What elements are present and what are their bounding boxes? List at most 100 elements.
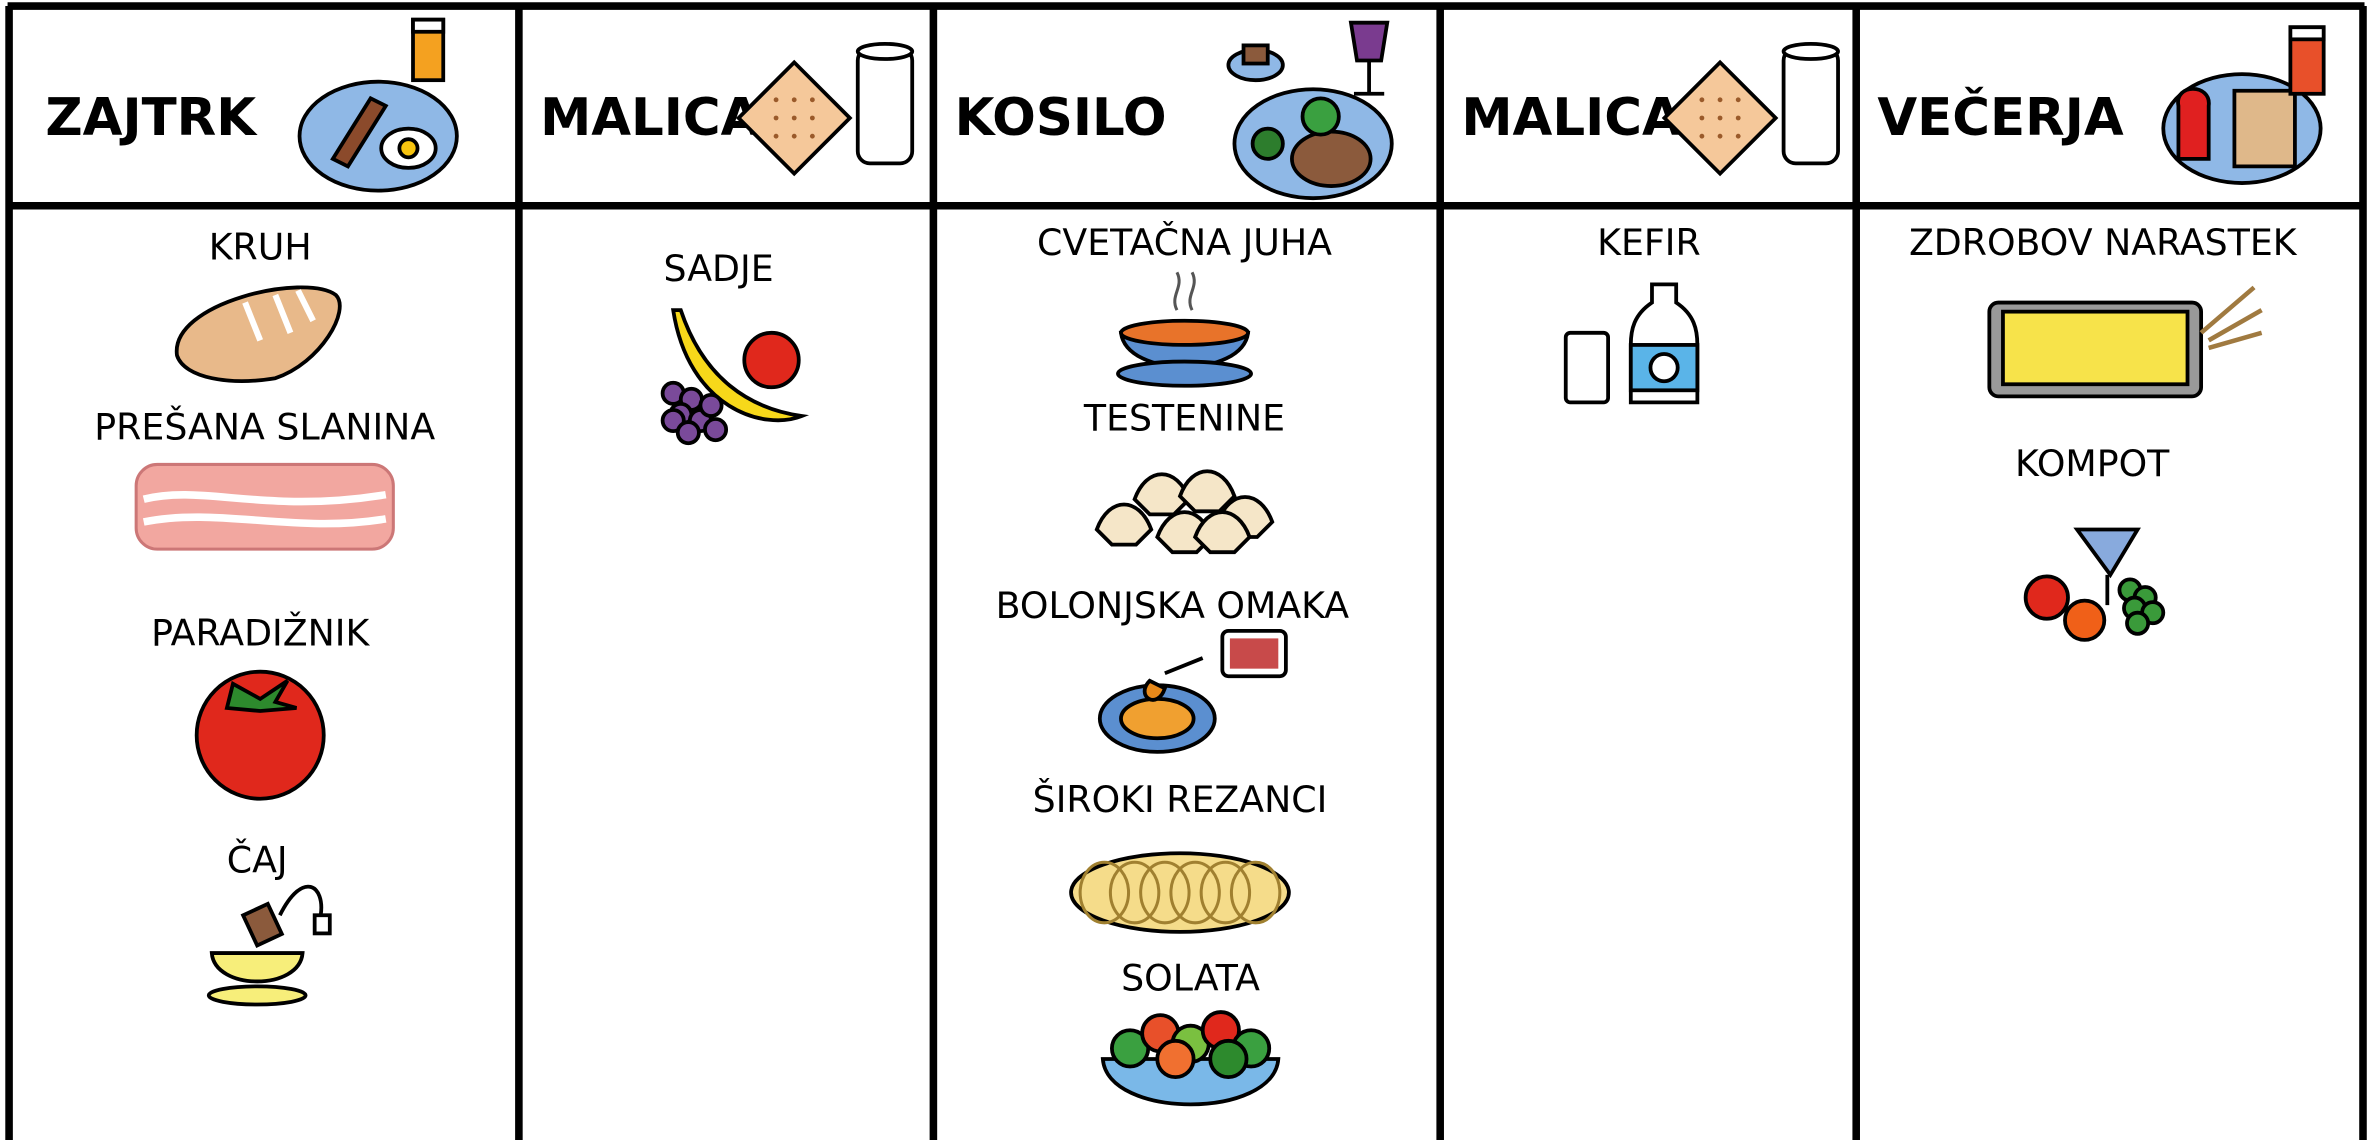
icon-part bbox=[1094, 502, 1154, 547]
icon-part bbox=[1241, 43, 1270, 66]
icon-part bbox=[670, 308, 810, 423]
item-icon bbox=[1094, 469, 1275, 555]
icon-part bbox=[2063, 598, 2107, 642]
item-icon bbox=[134, 462, 395, 551]
icon-part bbox=[1069, 851, 1291, 934]
icon-part bbox=[1699, 97, 1705, 103]
plate-icon bbox=[2161, 72, 2323, 185]
icon-part bbox=[1142, 678, 1168, 702]
item-label: ZDROBOV NARASTEK bbox=[1909, 221, 2298, 264]
icon-part bbox=[411, 17, 446, 34]
icon-part bbox=[1116, 359, 1253, 388]
icon-part bbox=[1717, 133, 1723, 139]
icon-part bbox=[1164, 656, 1204, 675]
item-label: KEFIR bbox=[1597, 221, 1701, 264]
item-icon bbox=[1097, 628, 1288, 754]
icon-part bbox=[809, 97, 815, 103]
item-label: PREŠANA SLANINA bbox=[94, 406, 435, 449]
column-title: VEČERJA bbox=[1877, 86, 2124, 148]
plate-icon bbox=[297, 79, 459, 193]
icon-part bbox=[397, 137, 420, 160]
icon-part bbox=[134, 462, 395, 551]
item-label: SADJE bbox=[664, 247, 774, 290]
item-label: BOLONJSKA OMAKA bbox=[996, 584, 1350, 627]
item-label: ŠIROKI REZANCI bbox=[1033, 778, 1328, 821]
icon-part bbox=[698, 392, 724, 418]
icon-part bbox=[2232, 88, 2297, 169]
icon-part bbox=[742, 330, 801, 390]
icon-part bbox=[1119, 697, 1196, 741]
icon-part bbox=[773, 97, 779, 103]
icon-part bbox=[2199, 285, 2263, 351]
icon-part bbox=[2001, 309, 2190, 387]
icon-part bbox=[773, 133, 779, 139]
glass-icon bbox=[855, 41, 915, 166]
icon-part bbox=[1208, 1038, 1249, 1080]
item-icon bbox=[1987, 285, 2263, 399]
icon-part bbox=[1078, 860, 1131, 925]
icon-part bbox=[855, 46, 915, 166]
icon-part bbox=[1699, 115, 1705, 121]
icon-part bbox=[330, 95, 389, 169]
icon-part bbox=[675, 420, 701, 446]
icon-part bbox=[1781, 46, 1840, 166]
item-label: KOMPOT bbox=[2015, 442, 2170, 485]
icon-part bbox=[1290, 129, 1373, 188]
icon-part bbox=[1735, 133, 1741, 139]
icon-part bbox=[312, 913, 332, 936]
icon-part bbox=[773, 115, 779, 121]
icon-part bbox=[791, 97, 797, 103]
item-icon bbox=[1100, 1010, 1281, 1107]
icon-part bbox=[297, 79, 459, 193]
icon-part bbox=[1717, 115, 1723, 121]
icon-part bbox=[1229, 638, 1279, 669]
icon-part bbox=[1699, 133, 1705, 139]
icon-part bbox=[1735, 97, 1741, 103]
item-icon bbox=[194, 669, 326, 801]
icon-part bbox=[1132, 472, 1192, 517]
icon-part bbox=[1563, 330, 1610, 405]
icon-part bbox=[278, 884, 324, 917]
item-icon bbox=[1563, 282, 1700, 405]
juice-icon bbox=[2288, 25, 2326, 96]
icon-part bbox=[2176, 87, 2211, 161]
cracker-icon bbox=[1661, 59, 1779, 177]
icon-part bbox=[1717, 97, 1723, 103]
column-title: MALICA bbox=[540, 88, 761, 148]
icon-part bbox=[1173, 271, 1196, 311]
grid-lines bbox=[5, 2, 2367, 1140]
icon-part bbox=[1648, 352, 1680, 384]
column-title: MALICA bbox=[1461, 88, 1682, 148]
icon-part bbox=[703, 417, 729, 443]
icon-part bbox=[1250, 126, 1285, 161]
item-icon bbox=[660, 308, 810, 446]
wine-icon bbox=[1348, 20, 1390, 96]
icon-part bbox=[2125, 610, 2151, 636]
icon-part bbox=[142, 490, 387, 528]
item-icon bbox=[175, 285, 342, 383]
glass-icon bbox=[1781, 41, 1840, 166]
icon-part bbox=[1300, 96, 1341, 137]
icon-part bbox=[1781, 41, 1840, 61]
icon-part bbox=[1735, 115, 1741, 121]
cracker-icon bbox=[735, 59, 853, 177]
icon-part bbox=[2073, 527, 2141, 579]
item-label: KRUH bbox=[209, 226, 312, 269]
item-label: SOLATA bbox=[1121, 956, 1260, 999]
icon-part bbox=[209, 951, 305, 984]
dish-icon bbox=[1226, 43, 1285, 83]
item-icon bbox=[1069, 851, 1291, 934]
icon-part bbox=[809, 133, 815, 139]
column-title: KOSILO bbox=[955, 88, 1167, 148]
icon-part bbox=[1139, 860, 1191, 925]
icon-part bbox=[1169, 860, 1221, 925]
icon-part bbox=[2288, 25, 2326, 42]
item-label: ČAJ bbox=[227, 838, 288, 881]
item-label: TESTENINE bbox=[1083, 397, 1285, 440]
icon-part bbox=[1155, 1038, 1196, 1080]
icon-part bbox=[1192, 510, 1252, 555]
item-label: PARADIŽNIK bbox=[151, 611, 370, 654]
